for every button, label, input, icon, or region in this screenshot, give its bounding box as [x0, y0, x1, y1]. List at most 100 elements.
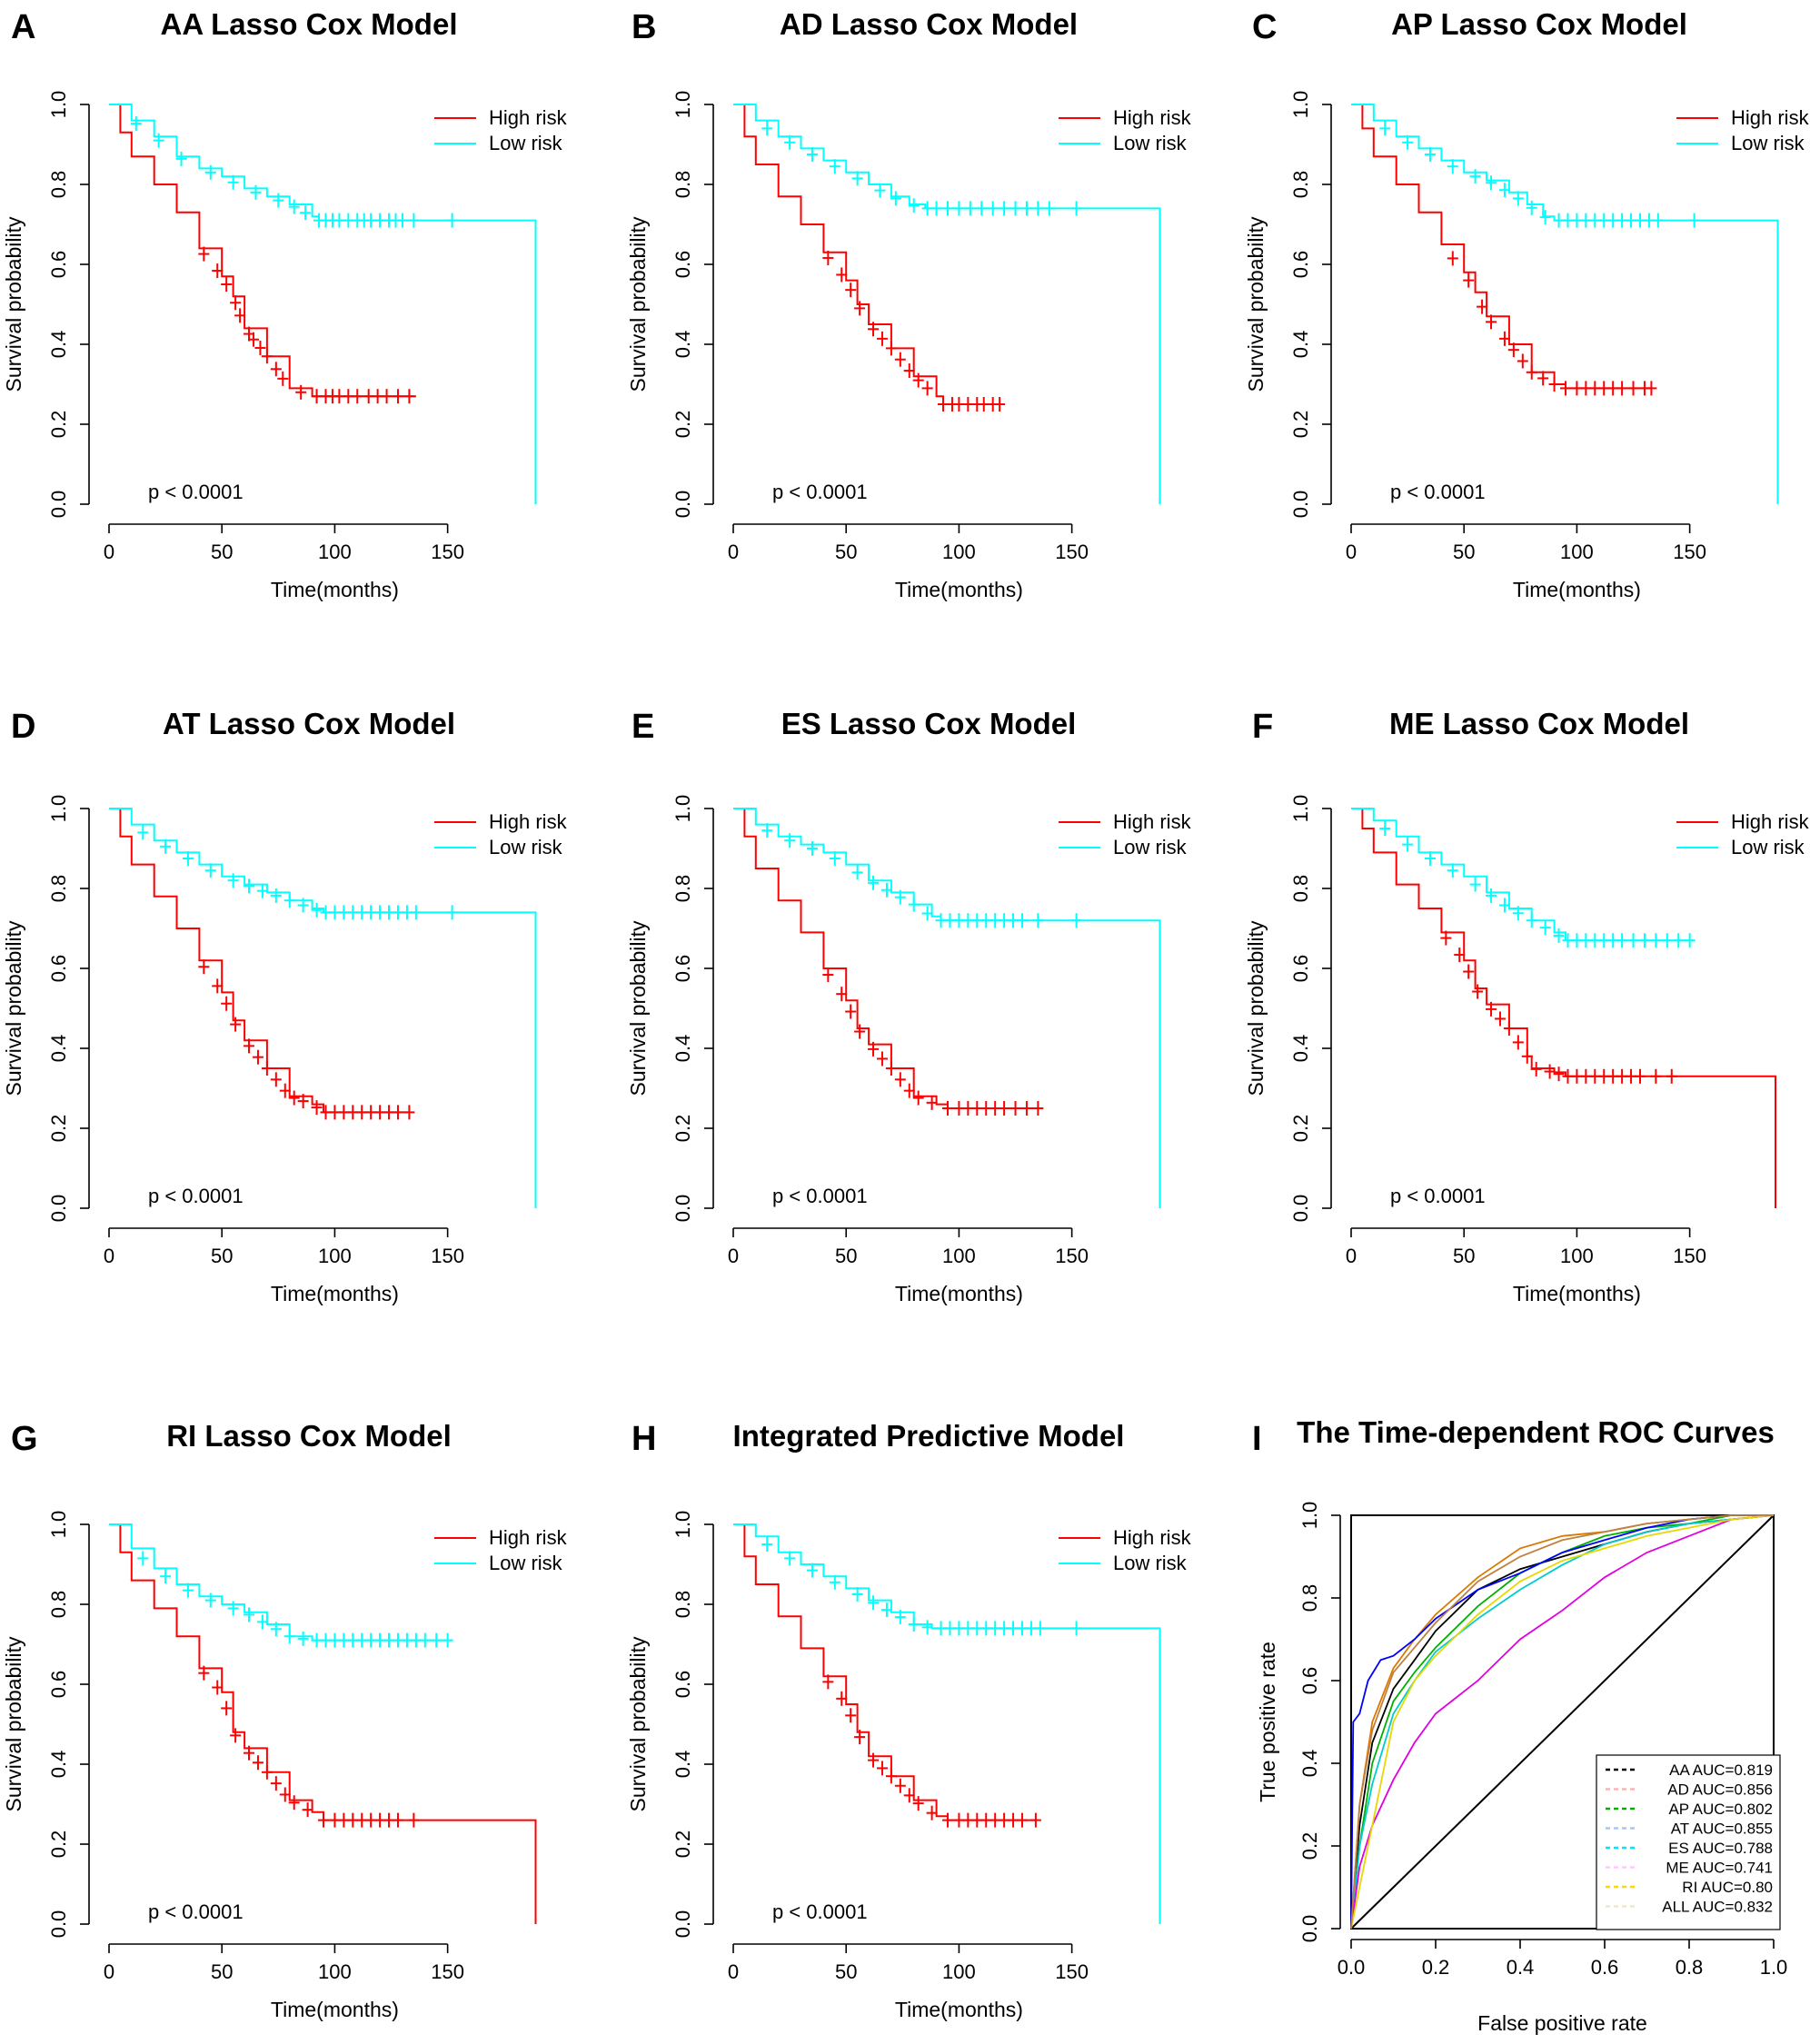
x-tick-label: 100 [318, 1960, 352, 1983]
y-tick-label: 0.6 [47, 955, 70, 983]
y-tick-label: 0.6 [47, 251, 70, 279]
panel-a: A AA Lasso Cox Model 0 50 100 150 Time(months)… [2, 7, 568, 601]
panel-letter: D [11, 708, 35, 746]
y-axis-label: Survival probability [1244, 216, 1268, 392]
series-line-1 [1351, 104, 1779, 504]
legend-label-1: Low risk [489, 1552, 563, 1574]
panel-b: B AD Lasso Cox Model 0 50 100 150 Time(months)… [626, 7, 1192, 601]
y-tick-label: 0.8 [47, 875, 70, 903]
panel-letter: H [632, 1420, 656, 1458]
x-tick-label: 0.0 [1338, 1956, 1366, 1979]
series-line-0 [1351, 104, 1652, 390]
y-tick-label: 0.4 [1289, 331, 1312, 359]
y-tick-label: 0.8 [47, 171, 70, 199]
x-tick-label: 50 [211, 1245, 233, 1267]
y-tick-label: 0.0 [1289, 491, 1312, 519]
panel-e: E ES Lasso Cox Model 0 50 100 150 Time(months)… [626, 707, 1192, 1305]
series-line-0 [733, 104, 1000, 405]
panel-title: AD Lasso Cox Model [780, 7, 1078, 41]
x-tick-label: 0 [728, 541, 739, 563]
y-tick-label: 0.6 [1298, 1667, 1321, 1695]
x-axis-label: Time(months) [271, 1282, 399, 1305]
legend-label-0: High risk [489, 810, 568, 833]
x-axis-label: Time(months) [271, 578, 399, 601]
panel-letter: E [632, 708, 654, 746]
y-tick-label: 0.8 [671, 1591, 694, 1619]
legend-label-1: Low risk [489, 836, 563, 858]
y-axis-label: Survival probability [626, 920, 650, 1096]
x-tick-label: 0.6 [1591, 1956, 1619, 1979]
panel-letter: B [632, 8, 656, 46]
y-axis-label: Survival probability [626, 1636, 650, 1812]
y-tick-label: 0.2 [47, 1115, 70, 1143]
legend-label-1: Low risk [1731, 836, 1805, 858]
y-tick-label: 1.0 [1289, 795, 1312, 823]
panel-letter: G [11, 1420, 38, 1458]
x-axis-label: Time(months) [895, 578, 1023, 601]
y-axis-label: Survival probability [2, 1636, 25, 1812]
series-line-1 [1351, 808, 1695, 942]
series-line-1 [733, 1523, 1161, 1924]
y-tick-label: 1.0 [671, 795, 694, 823]
legend-label-5: ME AUC=0.741 [1666, 1860, 1773, 1877]
series-line-1 [109, 808, 537, 1208]
y-tick-label: 0.8 [1289, 171, 1312, 199]
y-tick-label: 0.6 [671, 251, 694, 279]
y-tick-label: 0.6 [671, 955, 694, 983]
x-tick-label: 100 [942, 1960, 976, 1983]
panel-letter: C [1252, 8, 1277, 46]
y-tick-label: 0.6 [1289, 251, 1312, 279]
y-tick-label: 0.8 [1289, 875, 1312, 903]
panel-c: C AP Lasso Cox Model 0 50 100 150 Time(months)… [1244, 7, 1810, 601]
x-axis-label: Time(months) [895, 1998, 1023, 2021]
x-tick-label: 100 [942, 541, 976, 563]
x-tick-label: 50 [835, 1960, 857, 1983]
x-tick-label: 50 [211, 1960, 233, 1983]
legend-label-1: AD AUC=0.856 [1667, 1781, 1773, 1799]
series-line-1 [733, 104, 1161, 504]
panel-title: ES Lasso Cox Model [781, 707, 1077, 740]
y-axis-label: Survival probability [2, 216, 25, 392]
x-axis-label: Time(months) [1513, 1282, 1641, 1305]
y-tick-label: 0.2 [671, 411, 694, 439]
panel-g: G RI Lasso Cox Model 0 50 100 150 Time(months)… [2, 1419, 568, 2021]
legend-label-1: Low risk [1731, 132, 1805, 154]
panel-letter: I [1252, 1420, 1262, 1458]
y-tick-label: 0.0 [47, 1195, 70, 1223]
p-value: p < 0.0001 [1390, 1185, 1486, 1207]
x-tick-label: 0 [104, 1960, 114, 1983]
y-tick-label: 1.0 [47, 795, 70, 823]
x-tick-label: 50 [835, 541, 857, 563]
x-tick-label: 0 [104, 541, 114, 563]
legend-label-6: RI AUC=0.80 [1682, 1879, 1773, 1896]
series-line-1 [733, 808, 1161, 1208]
legend-label-2: AP AUC=0.802 [1668, 1801, 1773, 1818]
x-tick-label: 0.2 [1422, 1956, 1450, 1979]
y-axis-label: True positive rate [1256, 1642, 1279, 1802]
series-line-1 [109, 104, 537, 504]
x-tick-label: 1.0 [1760, 1956, 1788, 1979]
y-tick-label: 0.8 [1298, 1584, 1321, 1612]
legend-box [1596, 1754, 1781, 1930]
y-tick-label: 0.0 [1289, 1195, 1312, 1223]
series-line-1 [109, 1523, 452, 1642]
y-tick-label: 0.2 [1289, 1115, 1312, 1143]
x-tick-label: 0 [728, 1245, 739, 1267]
x-tick-label: 50 [1453, 1245, 1475, 1267]
y-tick-label: 0.2 [1289, 411, 1312, 439]
y-tick-label: 0.4 [47, 331, 70, 359]
y-tick-label: 0.8 [671, 171, 694, 199]
y-tick-label: 1.0 [1298, 1502, 1321, 1530]
y-tick-label: 0.4 [671, 1751, 694, 1779]
x-tick-label: 150 [431, 1960, 464, 1983]
y-axis-label: Survival probability [1244, 920, 1268, 1096]
x-tick-label: 150 [1055, 1245, 1089, 1267]
y-tick-label: 0.4 [671, 1035, 694, 1063]
x-tick-label: 50 [211, 541, 233, 563]
x-tick-label: 50 [835, 1245, 857, 1267]
legend-label-1: Low risk [1113, 836, 1188, 858]
y-tick-label: 1.0 [47, 1511, 70, 1539]
legend-label-0: High risk [1113, 1526, 1192, 1549]
y-axis-label: Survival probability [2, 920, 25, 1096]
y-tick-label: 0.8 [47, 1591, 70, 1619]
